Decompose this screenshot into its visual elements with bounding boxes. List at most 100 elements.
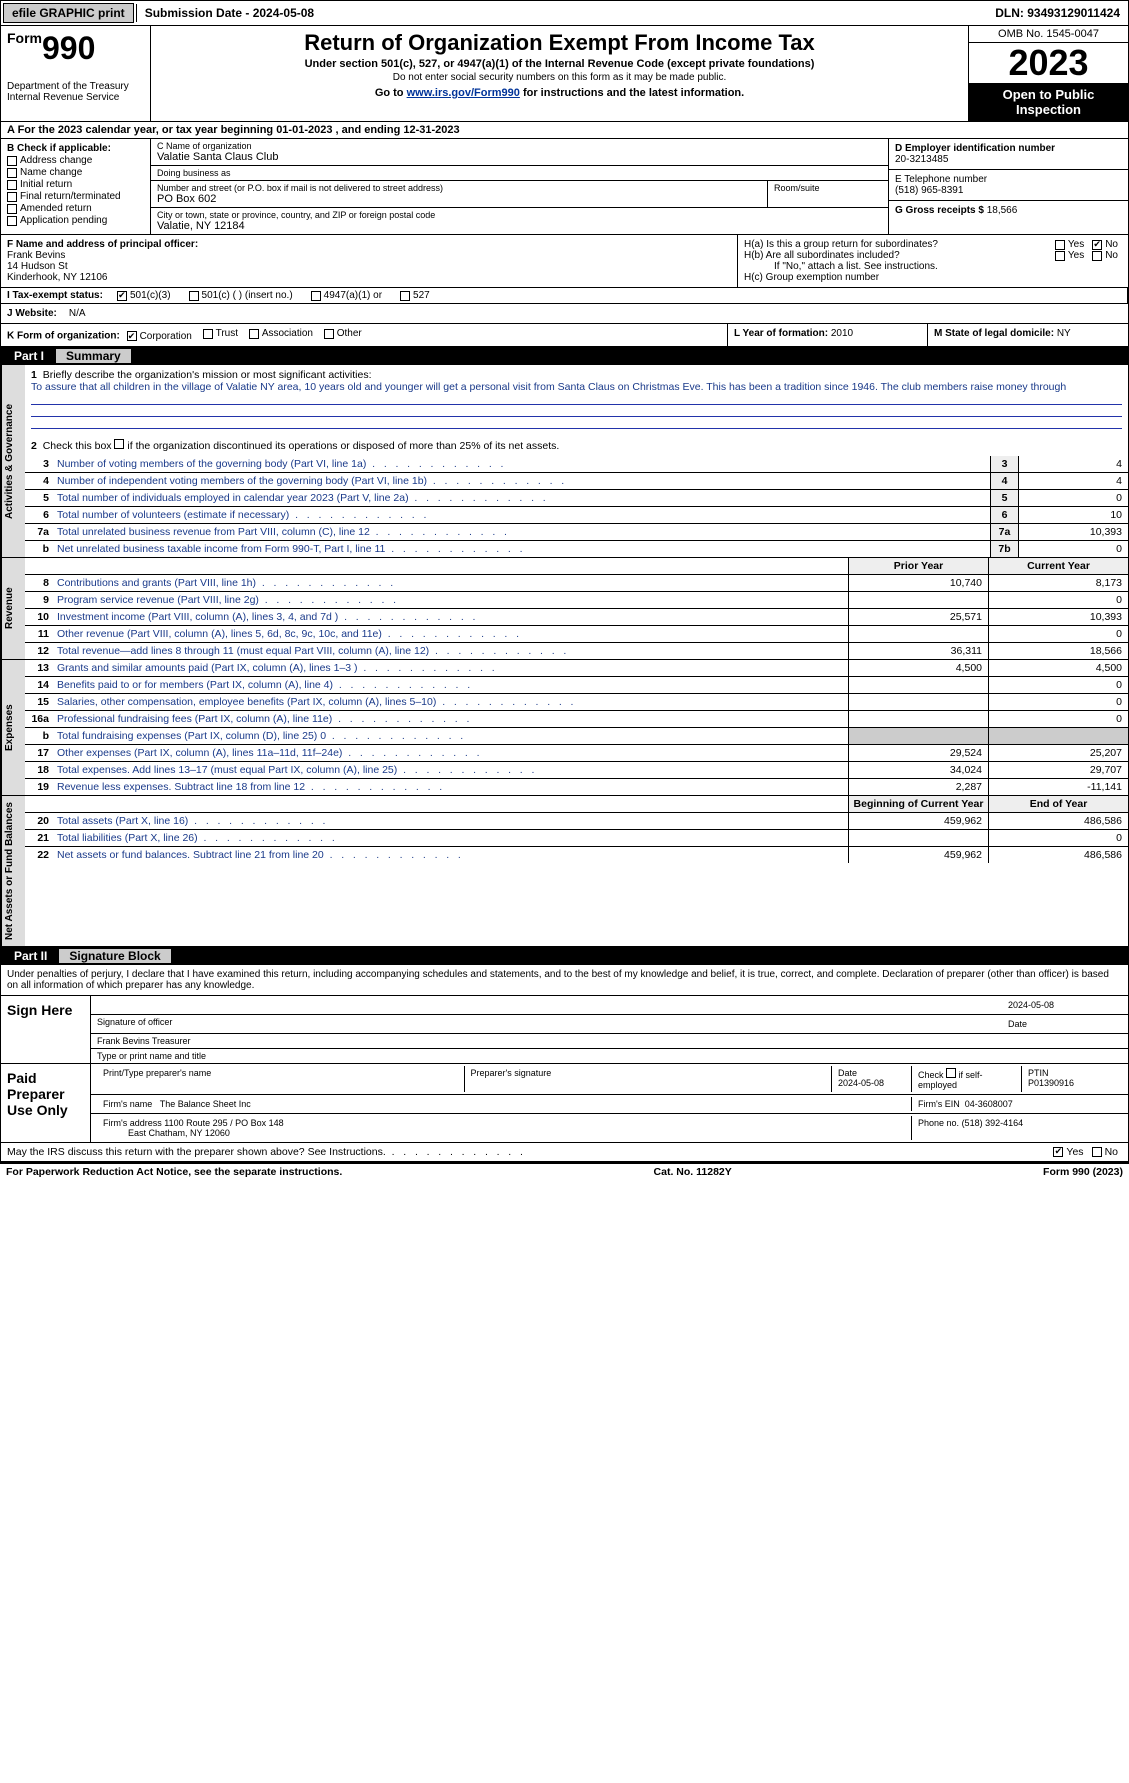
line-7a: 7aTotal unrelated business revenue from … (25, 524, 1128, 541)
may-irs-discuss: May the IRS discuss this return with the… (0, 1143, 1129, 1162)
chk-501c[interactable]: 501(c) ( ) (insert no.) (189, 290, 293, 301)
tax-year: 2023 (969, 43, 1128, 83)
chk-final-return[interactable]: Final return/terminated (7, 191, 144, 202)
hc-label: H(c) Group exemption number (744, 272, 1122, 283)
chk-self-employed[interactable]: Check if self-employed (912, 1066, 1022, 1092)
firm-address: 1100 Route 295 / PO Box 148 (164, 1118, 283, 1128)
box-e: E Telephone number (518) 965-8391 (889, 170, 1128, 201)
chk-other[interactable]: Other (324, 328, 362, 339)
expenses-section: Expenses 13Grants and similar amounts pa… (0, 660, 1129, 796)
street-cell: Number and street (or P.O. box if mail i… (151, 181, 768, 207)
part1-header: Part I Summary (0, 347, 1129, 365)
box-g: G Gross receipts $ 18,566 (889, 201, 1128, 220)
date-label: Date (1002, 1017, 1122, 1031)
paid-preparer-label: Paid Preparer Use Only (1, 1064, 91, 1142)
chk-amended-return[interactable]: Amended return (7, 203, 144, 214)
firm-phone: (518) 392-4164 (962, 1118, 1024, 1128)
sign-date: 2024-05-08 (1002, 998, 1122, 1012)
chk-address-change[interactable]: Address change (7, 155, 144, 166)
box-f: F Name and address of principal officer:… (7, 239, 731, 283)
line-20: 20Total assets (Part X, line 16)459,9624… (25, 813, 1128, 830)
phone: (518) 965-8391 (895, 185, 1122, 196)
hb-label: H(b) Are all subordinates included? (744, 250, 1051, 261)
irs-link[interactable]: www.irs.gov/Form990 (407, 87, 520, 99)
box-m: M State of legal domicile: NY (928, 324, 1128, 346)
hb-yes[interactable]: Yes (1055, 250, 1084, 261)
chk-discontinued[interactable] (114, 439, 124, 449)
line-6: 6Total number of volunteers (estimate if… (25, 507, 1128, 524)
grid-bcdeg: B Check if applicable: Address change Na… (0, 139, 1129, 235)
chk-trust[interactable]: Trust (203, 328, 238, 339)
chk-application-pending[interactable]: Application pending (7, 215, 144, 226)
box-c: C Name of organization Valatie Santa Cla… (151, 139, 888, 234)
sign-here-label: Sign Here (1, 996, 91, 1063)
room-cell: Room/suite (768, 181, 888, 207)
revenue-tab: Revenue (1, 558, 25, 659)
netassets-year-header: Beginning of Current Year End of Year (25, 796, 1128, 813)
line-13: 13Grants and similar amounts paid (Part … (25, 660, 1128, 677)
chk-initial-return[interactable]: Initial return (7, 179, 144, 190)
may-yes[interactable]: Yes (1053, 1146, 1083, 1158)
form-number: Form990 (7, 30, 144, 67)
goto-link: Go to www.irs.gov/Form990 for instructio… (157, 87, 962, 99)
col-deg: D Employer identification number 20-3213… (888, 139, 1128, 234)
row-ij: I Tax-exempt status: 501(c)(3) 501(c) ( … (0, 288, 1129, 304)
paid-preparer-block: Paid Preparer Use Only Print/Type prepar… (0, 1064, 1129, 1143)
website-val: N/A (63, 304, 92, 323)
line-15: 15Salaries, other compensation, employee… (25, 694, 1128, 711)
line-12: 12Total revenue—add lines 8 through 11 (… (25, 643, 1128, 659)
submission-date: Submission Date - 2024-05-08 (136, 4, 322, 22)
ein: 20-3213485 (895, 154, 1122, 165)
form-title: Return of Organization Exempt From Incom… (157, 30, 962, 56)
chk-527[interactable]: 527 (400, 290, 430, 301)
revenue-year-header: Prior Year Current Year (25, 558, 1128, 575)
line-19: 19Revenue less expenses. Subtract line 1… (25, 779, 1128, 795)
chk-501c3[interactable]: 501(c)(3) (117, 290, 171, 301)
efile-print-button[interactable]: efile GRAPHIC print (3, 3, 134, 23)
topbar: efile GRAPHIC print Submission Date - 20… (0, 0, 1129, 26)
expenses-tab: Expenses (1, 660, 25, 795)
chk-4947[interactable]: 4947(a)(1) or (311, 290, 382, 301)
dba-cell: Doing business as (151, 166, 888, 180)
box-l: L Year of formation: 2010 (728, 324, 928, 346)
box-f-and-tax: F Name and address of principal officer:… (1, 235, 738, 287)
netassets-section: Net Assets or Fund Balances Beginning of… (0, 796, 1129, 947)
activities-section: Activities & Governance 1 Briefly descri… (0, 365, 1129, 558)
may-no[interactable]: No (1092, 1146, 1118, 1158)
chk-assoc[interactable]: Association (249, 328, 313, 339)
firm-name: The Balance Sheet Inc (160, 1099, 251, 1109)
sign-here-block: Sign Here 2024-05-08 Signature of office… (0, 996, 1129, 1064)
box-b-label: B Check if applicable: (7, 143, 144, 154)
form-id-block: Form990 Department of the Treasury Inter… (1, 26, 151, 121)
ha-yes[interactable]: Yes (1055, 239, 1084, 250)
chk-corp[interactable]: Corporation (127, 331, 192, 342)
ssn-note: Do not enter social security numbers on … (157, 72, 962, 83)
officer-addr1: 14 Hudson St (7, 261, 731, 272)
line-11: 11Other revenue (Part VIII, column (A), … (25, 626, 1128, 643)
line-14: 14Benefits paid to or for members (Part … (25, 677, 1128, 694)
chk-name-change[interactable]: Name change (7, 167, 144, 178)
box-b: B Check if applicable: Address change Na… (1, 139, 151, 234)
line-3: 3Number of voting members of the governi… (25, 456, 1128, 473)
line-1-mission: 1 Briefly describe the organization's mi… (25, 365, 1128, 435)
line-18: 18Total expenses. Add lines 13–17 (must … (25, 762, 1128, 779)
perjury-statement: Under penalties of perjury, I declare th… (0, 965, 1129, 996)
form-header: Form990 Department of the Treasury Inter… (0, 26, 1129, 122)
line-4: 4Number of independent voting members of… (25, 473, 1128, 490)
line-8: 8Contributions and grants (Part VIII, li… (25, 575, 1128, 592)
hb-no[interactable]: No (1092, 250, 1118, 261)
pra-notice: For Paperwork Reduction Act Notice, see … (6, 1166, 342, 1178)
sig-officer-label: Signature of officer (97, 1017, 1002, 1031)
org-name: Valatie Santa Claus Club (157, 151, 882, 163)
inspection-badge: Open to Public Inspection (969, 83, 1128, 121)
ha-no[interactable]: No (1092, 239, 1118, 250)
row-klm: K Form of organization: Corporation Trus… (0, 324, 1129, 347)
dln: DLN: 93493129011424 (987, 4, 1128, 22)
treasury-dept: Department of the Treasury Internal Reve… (7, 81, 144, 103)
firm-ein: 04-3608007 (965, 1099, 1013, 1109)
officer-addr2: Kinderhook, NY 12106 (7, 272, 731, 283)
gross-receipts: 18,566 (987, 205, 1018, 216)
ha-label: H(a) Is this a group return for subordin… (744, 239, 1051, 250)
firm-city: East Chatham, NY 12060 (128, 1128, 230, 1138)
row-fhi: F Name and address of principal officer:… (0, 235, 1129, 288)
